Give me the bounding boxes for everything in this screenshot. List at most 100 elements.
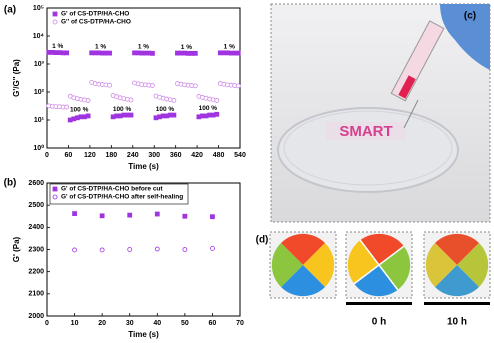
data-point (235, 50, 241, 56)
data-point (72, 211, 77, 216)
chart: (b) 0 10 20 30 40 50 60 70 2000 2100 2200 2300 2400 25… (4, 178, 244, 339)
syringe-fill (398, 75, 416, 99)
y-tick-label: 10⁴ (33, 33, 45, 40)
data-point (182, 247, 188, 252)
y-tick-label: 10² (34, 89, 45, 96)
x-tick-label: 240 (127, 152, 139, 159)
x-tick-label: 360 (170, 152, 182, 159)
x-tick-label: 420 (191, 152, 203, 159)
y-tick-label: 2200 (28, 269, 44, 276)
x-tick-label: 120 (84, 152, 96, 159)
petri-dish (277, 107, 459, 193)
photo-d: (d) 0 h 10 h (256, 231, 491, 328)
legend-label: G' of CS-DTP/HA-CHO after self-healing (61, 194, 183, 201)
y-tick-label: 2400 (28, 224, 44, 231)
data-point (99, 247, 105, 253)
plot-frame (46, 7, 241, 149)
legend-marker (52, 194, 58, 200)
panel-label: (a) (4, 5, 16, 16)
needle (403, 99, 419, 129)
data-point (150, 50, 155, 56)
syringe (390, 20, 445, 102)
x-tick-label: 30 (126, 320, 134, 327)
y-tick-label: 10⁵ (33, 5, 44, 12)
x-tick-label: 50 (181, 320, 189, 327)
x-tick-label: 40 (153, 320, 161, 327)
data-point (214, 111, 220, 117)
annotation: 1 % (95, 44, 106, 51)
data-point (171, 98, 177, 103)
annotation: 100 % (113, 106, 132, 113)
annotation: 1 % (138, 44, 149, 51)
annotation: 100 % (199, 105, 218, 112)
x-tick-label: 0 (45, 320, 49, 327)
chart: (a) 0 60 120 180 240 300 360 420 480 540 10⁰ 10¹ 10² 1… (4, 5, 246, 171)
y-tick-label: 2000 (28, 313, 44, 320)
data-point (210, 214, 215, 220)
y-tick-label: 2300 (28, 246, 44, 253)
gel-text: SMART (339, 123, 392, 140)
legend-marker (52, 186, 58, 192)
legend-label: G' of CS-DTP/HA-CHO (61, 11, 129, 18)
legend-marker (52, 11, 58, 17)
data-point (128, 112, 134, 118)
petri-rim (283, 110, 453, 186)
data-point (182, 213, 188, 219)
data-point (85, 113, 91, 119)
data-point (210, 245, 215, 251)
y-tick-label: 2600 (28, 180, 44, 187)
panel-label: (b) (4, 178, 17, 189)
annotation: 100 % (156, 106, 175, 113)
x-tick-label: 180 (105, 152, 117, 159)
legend-label: G' of CS-DTP/HA-CHO before cut (61, 186, 163, 193)
data-point (85, 98, 91, 103)
data-point (64, 104, 70, 110)
y-tick-label: 10⁰ (33, 144, 44, 152)
data-point (171, 112, 177, 118)
x-axis-label: Time (s) (128, 330, 159, 339)
x-tick-label: 10 (71, 320, 79, 327)
y-tick-label: 10³ (34, 61, 45, 68)
annotation: 1 % (224, 44, 235, 51)
data-point (235, 83, 241, 89)
y-tick-label: 2100 (28, 291, 44, 298)
glove (440, 4, 490, 70)
data-point (128, 97, 134, 103)
photo-c: SMART (c) (270, 3, 491, 223)
x-axis-label: Time (s) (128, 162, 159, 171)
legend-label: G'' of CS-DTP/HA-CHO (61, 19, 131, 26)
data-point (154, 246, 160, 252)
data-point (107, 50, 112, 56)
annotation: 100 % (70, 107, 89, 114)
data-point (192, 83, 198, 89)
y-tick-label: 2500 (28, 202, 44, 209)
data-point (214, 98, 220, 103)
data-point (192, 50, 198, 56)
panel-label: (d) (256, 235, 269, 246)
data-point (127, 212, 133, 218)
gel-strip (326, 122, 406, 140)
data-point (150, 83, 155, 88)
panel-label: (c) (464, 11, 476, 22)
data-point (64, 50, 70, 56)
y-axis-label: G'/G'' (Pa) (12, 59, 21, 97)
data-point (72, 247, 77, 253)
data-point (127, 247, 133, 252)
data-point (107, 82, 112, 88)
x-tick-label: 60 (209, 320, 217, 327)
gel-disc (425, 233, 489, 297)
data-point (154, 211, 160, 217)
divider-bar (424, 302, 490, 305)
x-tick-label: 0 (45, 152, 49, 159)
annotation: 1 % (52, 43, 63, 50)
caption: 0 h (372, 317, 386, 328)
gel-disc (271, 233, 335, 297)
x-tick-label: 480 (213, 152, 225, 159)
x-tick-label: 20 (98, 320, 106, 327)
x-tick-label: 60 (65, 152, 73, 159)
x-tick-label: 70 (236, 320, 244, 327)
x-tick-label: 300 (148, 152, 160, 159)
legend-box (49, 183, 189, 205)
gel-disc (347, 233, 411, 297)
